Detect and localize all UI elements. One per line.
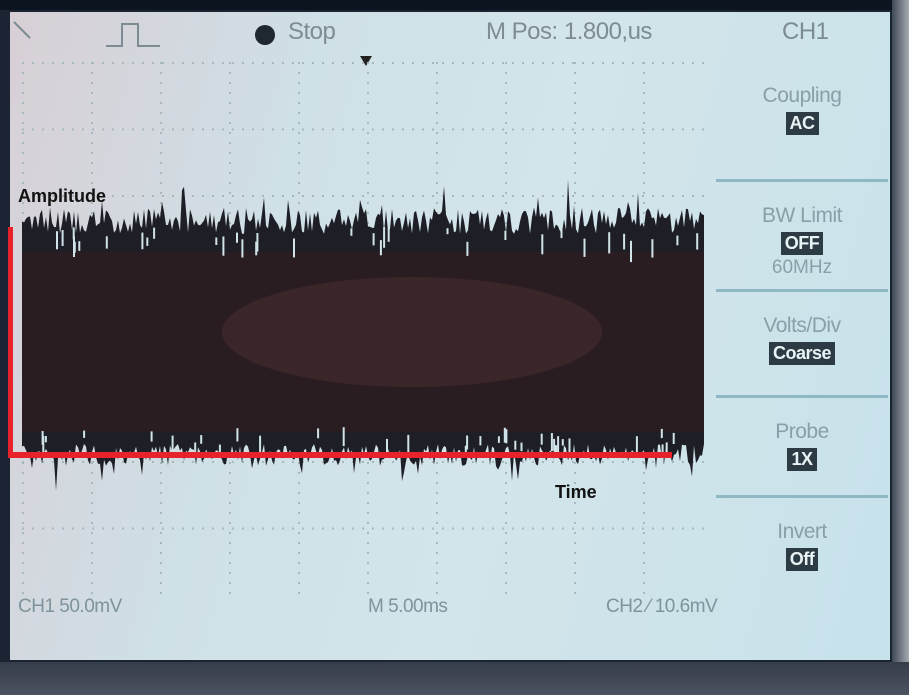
menu-invert[interactable]: Invert Off (716, 495, 888, 594)
menu-invert-title: Invert (777, 520, 827, 543)
menu-coupling-value: AC (785, 112, 819, 135)
amplitude-annotation: Amplitude (18, 186, 106, 206)
menu-volts-div-title: Volts/Div (763, 314, 841, 337)
time-marker-line (8, 452, 672, 458)
trigger-readout: CH2 ⁄ 10.6mV (606, 596, 718, 617)
menu-coupling-title: Coupling (762, 84, 842, 107)
waveform-graticule (22, 62, 712, 594)
time-annotation: Time (555, 482, 597, 502)
trigger-position-marker (360, 56, 372, 66)
menu-probe[interactable]: Probe 1X (716, 395, 888, 498)
menu-volts-div-value: Coarse (768, 342, 836, 365)
bezel-top (0, 0, 909, 10)
stop-dot-icon (255, 25, 275, 45)
menu-invert-value: Off (785, 548, 819, 571)
bezel-bottom (0, 662, 909, 695)
channel-label: CH1 (782, 18, 829, 45)
timebase: M 5.00ms (368, 596, 448, 617)
menu-bw-limit-sub: 60MHz (771, 257, 833, 278)
position-readout: M Pos: 1.800,us (486, 18, 652, 45)
menu-probe-title: Probe (775, 420, 829, 443)
amplitude-marker-line (8, 227, 13, 458)
menu-volts-div[interactable]: Volts/Div Coarse (716, 289, 888, 398)
menu-bw-limit-value: OFF (780, 232, 824, 255)
run-state: Stop (288, 18, 336, 45)
menu-bw-limit-title: BW Limit (762, 204, 843, 227)
menu-bw-limit[interactable]: BW Limit OFF 60MHz (716, 179, 888, 292)
bezel-right (892, 0, 909, 695)
bottom-status-bar: CH1 50.0mV M 5.00ms CH2 ⁄ 10.6mV (10, 590, 890, 624)
channel-menu: Coupling AC BW Limit OFF 60MHz Volts/Div… (716, 62, 888, 594)
pulse-trigger-icon (13, 21, 160, 47)
menu-coupling[interactable]: Coupling AC (716, 62, 888, 179)
status-bar: Stop M Pos: 1.800,us CH1 (10, 12, 890, 54)
menu-probe-value: 1X (787, 448, 817, 471)
waveform-display (22, 62, 704, 594)
ch1-scale: CH1 50.0mV (18, 596, 122, 617)
oscilloscope-screen: Stop M Pos: 1.800,us CH1 Coupling AC BW … (10, 12, 890, 660)
